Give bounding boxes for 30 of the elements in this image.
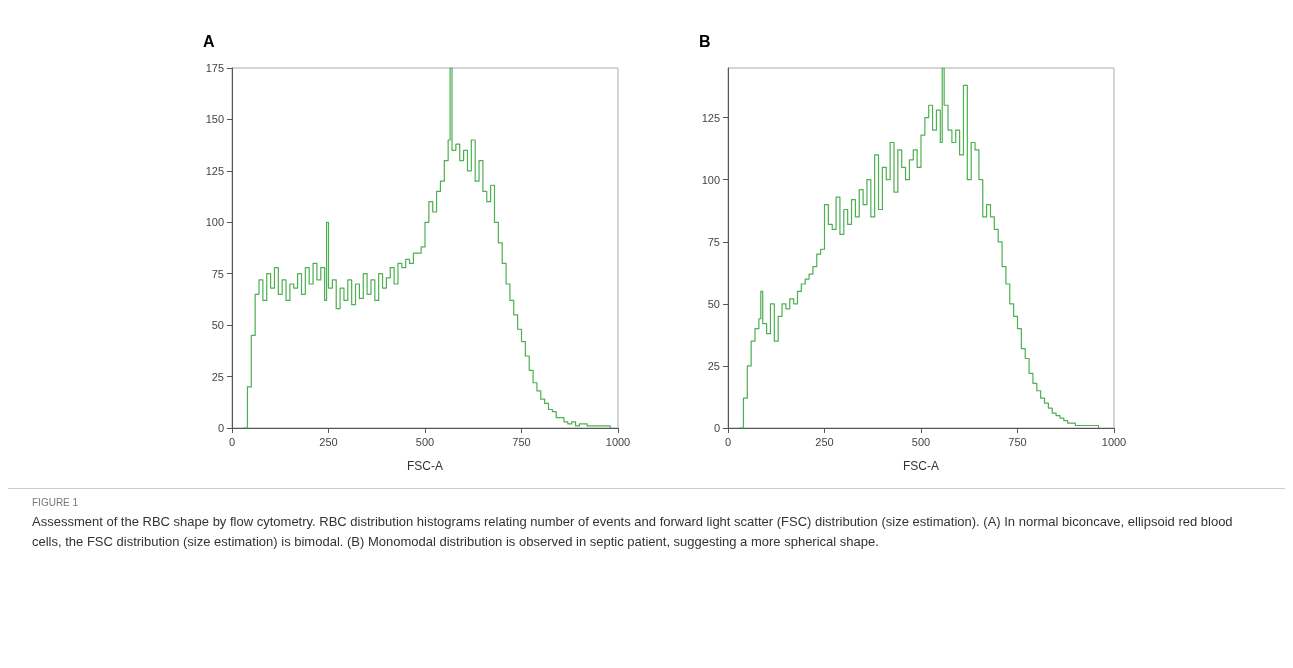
x-tick-label: 250 — [815, 435, 834, 448]
caption: FIGURE 1 — [32, 497, 80, 508]
x-tick-label: 750 — [1008, 435, 1027, 448]
y-tick-label: 50 — [211, 319, 224, 332]
x-axis-title: FSC-A — [407, 459, 443, 473]
y-tick-label: 75 — [707, 235, 720, 248]
x-tick-label: 500 — [415, 435, 435, 448]
y-tick-label: 100 — [205, 216, 224, 229]
x-tick-label: 750 — [512, 435, 531, 448]
x-tick-label: 0 — [724, 435, 732, 448]
text: Assessment of the RBC shape by flow cytometry. RBC distribution histograms relating number of events and forward light scatter (FSC) distribution (size estimation). (A) In normal biconcave, ellipsoid red blood cells, the FSC distribution (size estimation) is bimodal. (B) Monomodal distribution is observed in septic patient, suggesting a more spherical shape. — [32, 513, 1234, 551]
x-tick-label: 1000 — [1101, 435, 1127, 448]
y-tick-label: 150 — [205, 113, 224, 126]
y-tick-label: 175 — [205, 62, 224, 74]
y-tick-label: 0 — [713, 422, 720, 434]
y-tick-label: 125 — [701, 111, 720, 124]
chart-title: A — [203, 32, 215, 50]
x-axis-title: FSC-A — [903, 459, 939, 473]
x-tick-label: 250 — [319, 435, 338, 448]
y-tick-label: 50 — [707, 297, 720, 310]
x-tick-label: 500 — [911, 435, 931, 448]
y-tick-label: 25 — [211, 370, 224, 383]
chart-title: B — [699, 32, 711, 50]
y-tick-label: 100 — [701, 173, 720, 186]
y-tick-label: 125 — [205, 164, 224, 177]
x-tick-label: 1000 — [605, 435, 631, 448]
y-tick-label: 25 — [707, 359, 720, 372]
y-tick-label: 0 — [217, 422, 224, 434]
y-tick-label: 75 — [211, 267, 224, 280]
x-tick-label: 0 — [228, 435, 236, 448]
